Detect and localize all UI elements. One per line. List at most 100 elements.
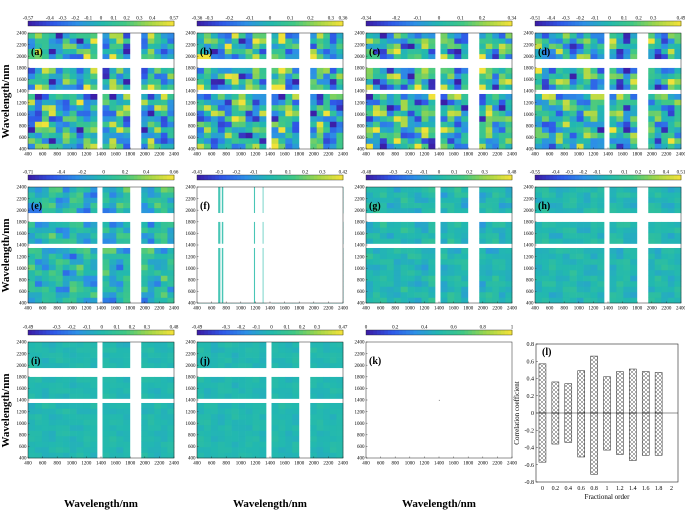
bar-min-2 (564, 412, 573, 443)
y-axis-title-row-2: Wavelength/nm (0, 374, 12, 448)
x-axis-title-col-1: Wavelength/nm (233, 498, 307, 510)
x-tick-label: 1000 (67, 307, 78, 312)
x-tick-label: 600 (208, 307, 216, 312)
colorbar-tick-label: 0 (269, 17, 272, 22)
y-tick-label: 1200 (355, 410, 366, 415)
bar-x-tick-label: 1.6 (642, 486, 650, 492)
bar-y-tick-label: 0.2 (527, 394, 535, 400)
y-tick-label: 800 (526, 279, 534, 284)
x-tick-label: 800 (391, 462, 399, 467)
x-tick-label: 1600 (111, 153, 122, 158)
colorbar-tick-label: 0 (270, 171, 273, 176)
y-tick-label: 400 (188, 302, 196, 307)
y-tick-label: 1800 (186, 221, 197, 226)
y-tick-label: 1400 (17, 244, 28, 249)
x-tick-label: 1800 (632, 153, 643, 158)
x-tick-label: 1000 (236, 153, 247, 158)
panel-label-c: (c) (369, 47, 380, 58)
y-tick-label: 2400 (355, 32, 366, 37)
x-tick-label: 2200 (492, 462, 503, 467)
x-tick-label: 1600 (449, 462, 460, 467)
colorbar-k (365, 329, 513, 336)
colorbar-tick-label: 0.4 (421, 326, 428, 331)
y-tick-label: 400 (19, 302, 27, 307)
x-tick-label: 2400 (338, 153, 349, 158)
y-tick-label: 600 (357, 445, 365, 450)
bar-x-tick-label: 2 (670, 486, 673, 492)
bar-y-tick-label: 0.8 (527, 342, 535, 348)
bar-max-1 (551, 381, 560, 414)
x-tick-label: 1600 (618, 307, 629, 312)
colorbar-tick-label: 0 (270, 326, 273, 331)
x-tick-label: 400 (362, 153, 370, 158)
y-tick-label: 1800 (355, 67, 366, 72)
band-gap (197, 243, 343, 248)
band-gap (130, 187, 142, 303)
colorbar-tick-label: 0.8 (480, 326, 487, 331)
x-tick-label: 1600 (449, 153, 460, 158)
band-gap (366, 89, 512, 94)
bar-y-tick-label: -0.4 (525, 446, 535, 452)
x-tick-label: 600 (546, 153, 554, 158)
bar-x-tick-label: 1 (606, 486, 609, 492)
y-axis-title-row-0: Wavelength/nm (0, 65, 12, 139)
colorbar-tick-label: 0.49 (677, 17, 685, 22)
x-tick-label: 800 (53, 153, 61, 158)
colorbar-tick-label: 0.2 (636, 17, 643, 22)
colorbar-tick-label: -0.49 (23, 326, 34, 331)
band-gap (130, 33, 142, 149)
colorbar-tick-label: -0.1 (593, 171, 601, 176)
panel-a: -0.57 -0.4 -0.3 -0.2 -0.1 0 0.1 0.2 0.3 0.4 0.57 40… (17, 17, 180, 158)
colorbar-tick-label: 0.3 (314, 326, 321, 331)
x-tick-label: 2000 (478, 153, 489, 158)
colorbar-tick-label: -0.3 (565, 171, 573, 176)
y-tick-label: 400 (19, 148, 27, 153)
y-tick-label: 1000 (17, 113, 28, 118)
x-axis-title-col-0: Wavelength/nm (64, 498, 138, 510)
band-gap (197, 398, 343, 403)
y-tick-label: 1200 (186, 410, 197, 415)
colorbar-tick-label: -0.1 (250, 171, 258, 176)
y-tick-label: 600 (188, 290, 196, 295)
colorbar-tick-label: -0.48 (361, 171, 372, 176)
y-tick-label: 1600 (17, 387, 28, 392)
colorbar-tick-label: 0.2 (123, 17, 130, 22)
colorbar-tick-label: -0.2 (576, 17, 584, 22)
x-tick-label: 1400 (265, 462, 276, 467)
x-tick-label: 2000 (140, 307, 151, 312)
x-tick-label: 400 (193, 462, 201, 467)
y-tick-label: 1000 (355, 422, 366, 427)
x-tick-label: 1000 (405, 462, 416, 467)
y-tick-label: 800 (19, 434, 27, 439)
band-gap (366, 59, 512, 68)
x-tick-label: 1200 (250, 307, 261, 312)
colorbar-tick-label: 0.2 (466, 171, 473, 176)
y-tick-label: 1000 (17, 422, 28, 427)
x-tick-label: 2200 (154, 307, 165, 312)
x-tick-label: 600 (39, 153, 47, 158)
x-tick-label: 2400 (676, 307, 685, 312)
band-gap (637, 33, 649, 149)
y-tick-label: 2400 (17, 186, 28, 191)
bar-max-7 (629, 368, 637, 414)
bar-y-tick-label: -0.8 (525, 480, 535, 486)
x-tick-label: 1400 (434, 462, 445, 467)
colorbar-tick-label: -0.49 (192, 326, 203, 331)
band-gap (28, 89, 174, 94)
y-tick-label: 1400 (186, 244, 197, 249)
x-tick-label: 600 (39, 307, 47, 312)
x-tick-label: 1800 (294, 153, 305, 158)
band-gap (28, 213, 174, 222)
x-tick-label: 1400 (434, 307, 445, 312)
colorbar-tick-label: 0.1 (457, 17, 464, 22)
y-tick-label: 1600 (17, 232, 28, 237)
colorbar-tick-label: 0.3 (136, 17, 143, 22)
panel-l: 0.8 0.6 0.4 0.2 0 -0.2 -0.4 -0.6 -0.8 0 0.2 0.4 0.6 0… (513, 342, 679, 501)
x-tick-label: 1400 (265, 153, 276, 158)
x-tick-label: 1800 (463, 153, 474, 158)
y-tick-label: 1400 (186, 399, 197, 404)
